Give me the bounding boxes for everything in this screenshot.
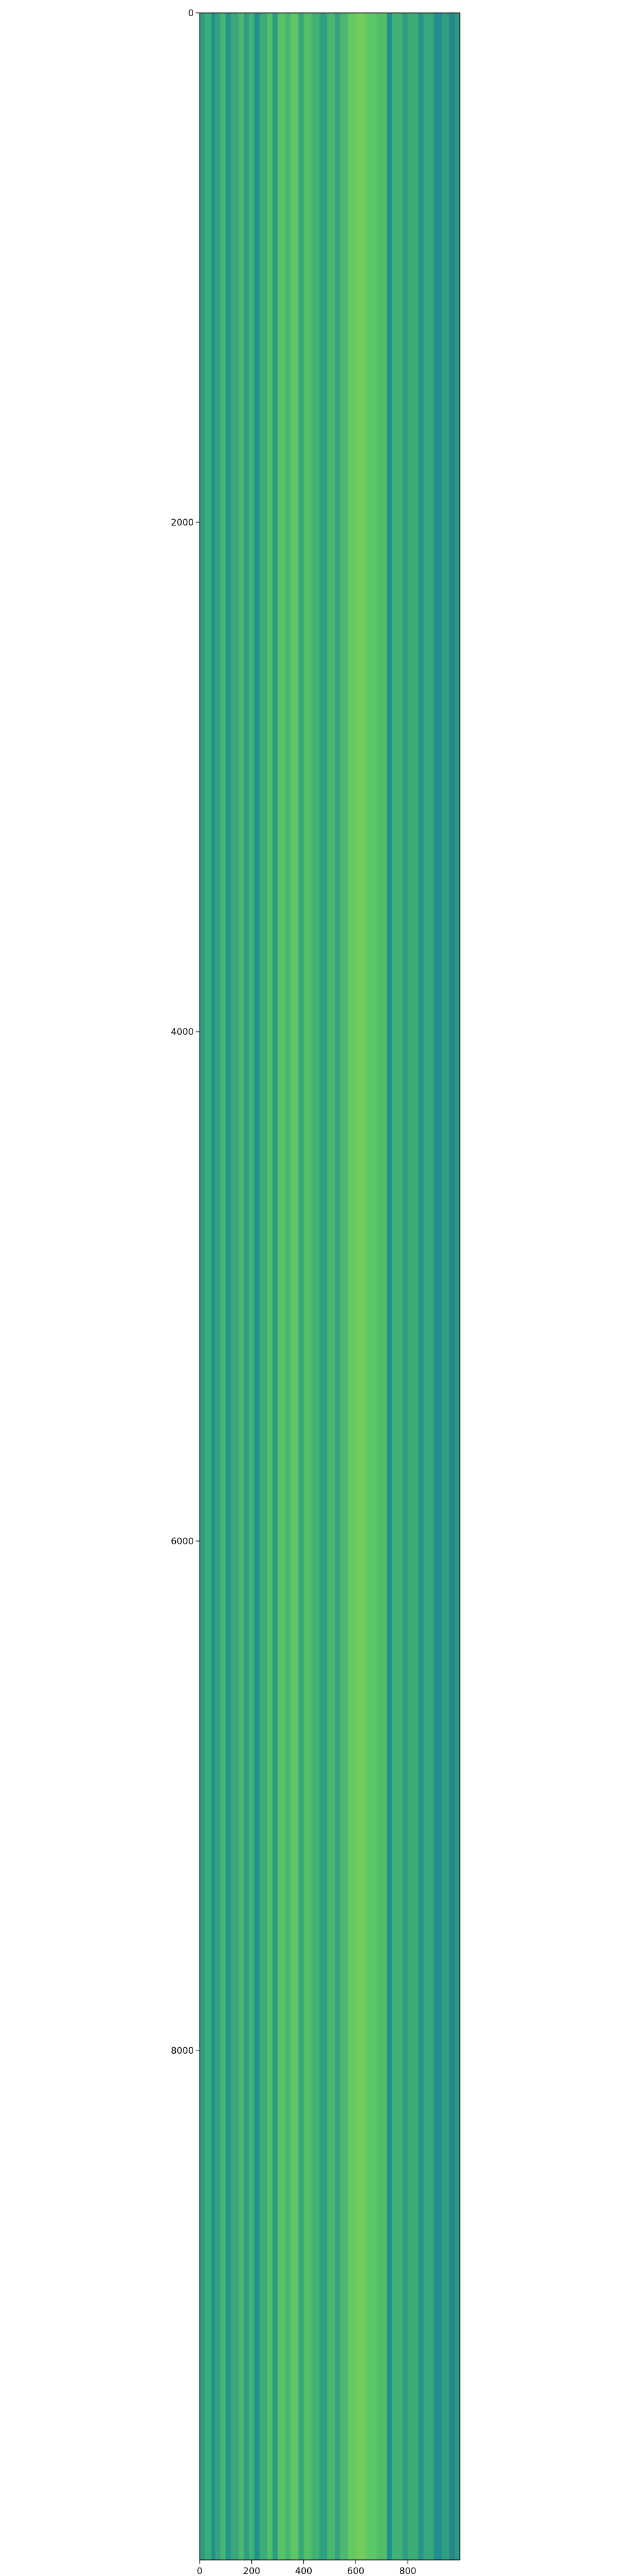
heatmap-band [249, 13, 255, 2560]
x-axis: 0 200 400 600 800 [197, 2560, 417, 2576]
heatmap-band [376, 13, 388, 2560]
heatmap-band [285, 13, 291, 2560]
heatmap-bands [200, 13, 460, 2560]
y-tick-label: 8000 [171, 2046, 194, 2056]
x-tick-label: 600 [347, 2566, 365, 2576]
heatmap-band [335, 13, 341, 2560]
heatmap-band [272, 13, 278, 2560]
heatmap-band [348, 13, 356, 2560]
x-tick-label: 200 [243, 2566, 260, 2576]
heatmap-band [238, 13, 245, 2560]
heatmap-band [267, 13, 273, 2560]
heatmap-band [402, 13, 408, 2560]
heatmap-band [278, 13, 286, 2560]
y-tick-label: 4000 [171, 1027, 194, 1037]
y-tick-label: 0 [188, 8, 194, 19]
x-tick-label: 400 [295, 2566, 312, 2576]
heatmap-band [200, 13, 205, 2560]
heatmap-band [290, 13, 299, 2560]
heatmap-band [303, 13, 312, 2560]
plot-frame [199, 12, 460, 2561]
heatmap-band [418, 13, 424, 2560]
heatmap-band [311, 13, 320, 2560]
heatmap-band [231, 13, 240, 2560]
y-tick-label: 6000 [171, 1537, 194, 1547]
heatmap-band [205, 13, 212, 2560]
heatmap-band [327, 13, 336, 2560]
heatmap-band [366, 13, 377, 2560]
y-tick-label: 2000 [171, 518, 194, 528]
heatmap-band [259, 13, 268, 2560]
heatmap-band [392, 13, 403, 2560]
heatmap-band [423, 13, 435, 2560]
heatmap-band [225, 13, 231, 2560]
heatmap-band [319, 13, 328, 2560]
heatmap-band [408, 13, 419, 2560]
x-tick-label: 800 [399, 2566, 417, 2576]
heatmap-band [340, 13, 348, 2560]
heatmap-band [454, 13, 460, 2560]
heatmap-band [449, 13, 455, 2560]
heatmap-band [441, 13, 450, 2560]
heatmap-band [220, 13, 226, 2560]
heatmap-band [243, 13, 250, 2560]
heatmap-band [215, 13, 221, 2560]
heatmap-band [254, 13, 260, 2560]
heatmap-band [386, 13, 393, 2560]
heatmap-band [355, 13, 367, 2560]
heatmap-band [433, 13, 442, 2560]
heatmap-band [211, 13, 216, 2560]
heatmap-band [298, 13, 305, 2560]
y-axis: 0 2000 4000 6000 8000 [171, 8, 200, 2056]
x-tick-label: 0 [197, 2566, 203, 2576]
